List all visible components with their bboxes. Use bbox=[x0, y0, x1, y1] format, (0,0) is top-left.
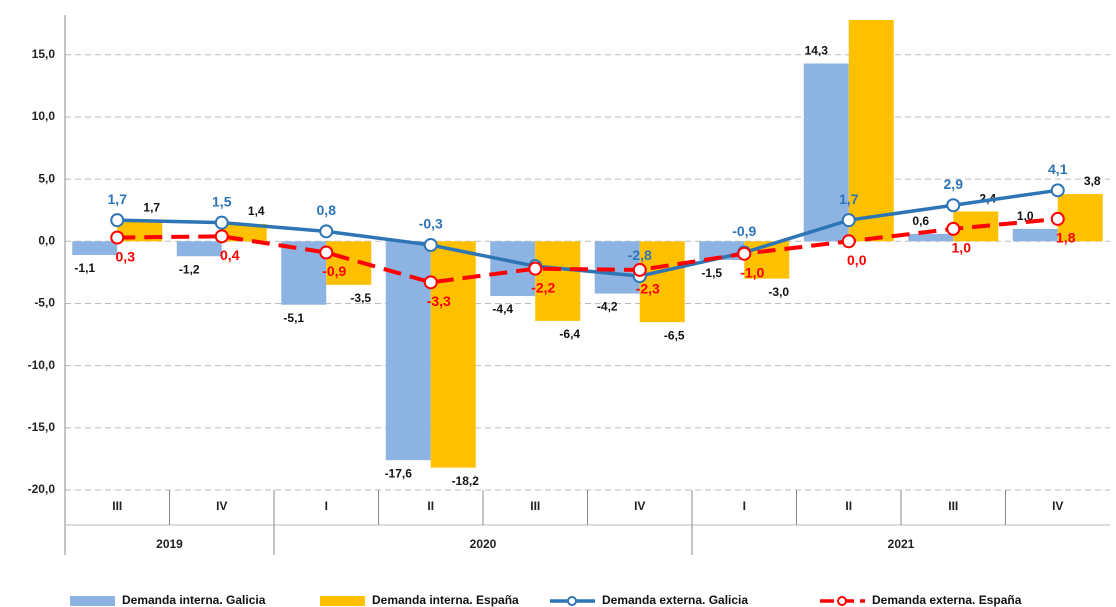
x-tick-label: III bbox=[530, 499, 540, 513]
bar-value-label: -18,2 bbox=[452, 474, 480, 488]
bar-value-label: -6,4 bbox=[559, 327, 580, 341]
x-tick-label: I bbox=[743, 499, 746, 513]
bar bbox=[176, 241, 222, 257]
bar-value-label: -4,2 bbox=[597, 300, 618, 314]
x-tick-label: IV bbox=[634, 499, 645, 513]
bar bbox=[385, 241, 431, 461]
line-value-label: -0,9 bbox=[732, 223, 756, 239]
year-label: 2021 bbox=[888, 537, 915, 551]
line-value-label: 2,9 bbox=[944, 176, 964, 192]
legend-swatch bbox=[320, 596, 365, 606]
line-point bbox=[841, 234, 856, 249]
bar bbox=[744, 241, 790, 279]
line-value-label: -3,3 bbox=[427, 293, 451, 309]
bar bbox=[803, 63, 849, 242]
y-tick-label: -10,0 bbox=[28, 358, 56, 372]
line-point bbox=[1050, 211, 1065, 226]
bar-value-label: -17,6 bbox=[385, 466, 413, 480]
bar-value-label: -3,5 bbox=[350, 291, 371, 305]
bar-value-label: -5,1 bbox=[283, 311, 304, 325]
line-value-label: 1,0 bbox=[952, 240, 972, 256]
line-value-label: -1,0 bbox=[740, 264, 764, 280]
line-value-label: 1,7 bbox=[839, 191, 859, 207]
x-tick-label: IV bbox=[216, 499, 227, 513]
line-value-label: -2,8 bbox=[628, 247, 652, 263]
bar-value-label: -6,5 bbox=[664, 328, 685, 342]
bar-value-label: 1,7 bbox=[143, 200, 160, 214]
line-value-label: 0,3 bbox=[116, 248, 136, 264]
y-tick-label: 0,0 bbox=[38, 233, 55, 247]
bar-value-label: 1,4 bbox=[248, 204, 265, 218]
bar bbox=[848, 19, 894, 242]
y-tick-label: 5,0 bbox=[38, 171, 55, 185]
bar-value-label: -1,1 bbox=[74, 261, 95, 275]
y-tick-label: 15,0 bbox=[32, 47, 56, 61]
y-tick-label: 10,0 bbox=[32, 109, 56, 123]
line bbox=[117, 216, 1058, 285]
line-point bbox=[946, 198, 961, 213]
year-label: 2019 bbox=[156, 537, 183, 551]
bar-value-label: 14,3 bbox=[805, 44, 829, 58]
line-value-label: -0,9 bbox=[322, 263, 346, 279]
line-value-label: 1,7 bbox=[108, 191, 128, 207]
line-point bbox=[423, 275, 438, 290]
line-value-label: 4,1 bbox=[1048, 161, 1068, 177]
line-value-label: -0,3 bbox=[419, 216, 443, 232]
line-point bbox=[1050, 183, 1065, 198]
bar bbox=[1012, 228, 1058, 242]
bar bbox=[72, 241, 118, 255]
line-point bbox=[632, 262, 647, 277]
year-label: 2020 bbox=[470, 537, 497, 551]
y-tick-label: -5,0 bbox=[34, 296, 55, 310]
legend-marker bbox=[567, 596, 577, 606]
line-point bbox=[319, 245, 334, 260]
line-point bbox=[841, 213, 856, 228]
bar bbox=[430, 241, 476, 468]
y-tick-label: -20,0 bbox=[28, 482, 56, 496]
line-value-label: -2,3 bbox=[636, 281, 660, 297]
x-tick-label: I bbox=[325, 499, 328, 513]
line-point bbox=[319, 224, 334, 239]
line-point bbox=[737, 246, 752, 261]
legend-swatch bbox=[70, 596, 115, 606]
y-tick-label: -15,0 bbox=[28, 420, 56, 434]
x-tick-label: III bbox=[112, 499, 122, 513]
legend-label: Demanda interna. España bbox=[372, 593, 519, 607]
line-point bbox=[214, 229, 229, 244]
bar-value-label: -1,5 bbox=[701, 266, 722, 280]
legend-marker bbox=[837, 596, 847, 606]
bar bbox=[1057, 194, 1103, 242]
line-point bbox=[946, 221, 961, 236]
line-point bbox=[528, 261, 543, 276]
x-tick-label: II bbox=[427, 499, 434, 513]
bar-value-label: -4,4 bbox=[492, 302, 513, 316]
bar-value-label: -3,0 bbox=[768, 285, 789, 299]
bar-value-label: 1,0 bbox=[1017, 209, 1034, 223]
line-value-label: 0,8 bbox=[317, 202, 337, 218]
x-tick-label: IV bbox=[1052, 499, 1063, 513]
line-point bbox=[423, 238, 438, 253]
line-value-label: 0,4 bbox=[220, 247, 240, 263]
line-value-label: 1,8 bbox=[1056, 230, 1076, 246]
bar bbox=[535, 241, 581, 321]
legend-label: Demanda interna. Galicia bbox=[122, 593, 266, 607]
bar bbox=[639, 241, 685, 323]
bar-value-label: 0,6 bbox=[912, 214, 929, 228]
line-value-label: -2,2 bbox=[531, 279, 555, 295]
bar bbox=[594, 241, 640, 294]
x-tick-label: II bbox=[845, 499, 852, 513]
line-point bbox=[110, 213, 125, 228]
line-point bbox=[214, 215, 229, 230]
bar bbox=[908, 233, 954, 242]
legend-label: Demanda externa. Galicia bbox=[602, 593, 748, 607]
bar-value-label: -1,2 bbox=[179, 262, 200, 276]
bar-value-label: 3,8 bbox=[1084, 174, 1101, 188]
x-tick-label: III bbox=[948, 499, 958, 513]
line-value-label: 0,0 bbox=[847, 252, 867, 268]
line-point bbox=[110, 230, 125, 245]
line-value-label: 1,5 bbox=[212, 193, 232, 209]
legend-label: Demanda externa. España bbox=[872, 593, 1022, 607]
